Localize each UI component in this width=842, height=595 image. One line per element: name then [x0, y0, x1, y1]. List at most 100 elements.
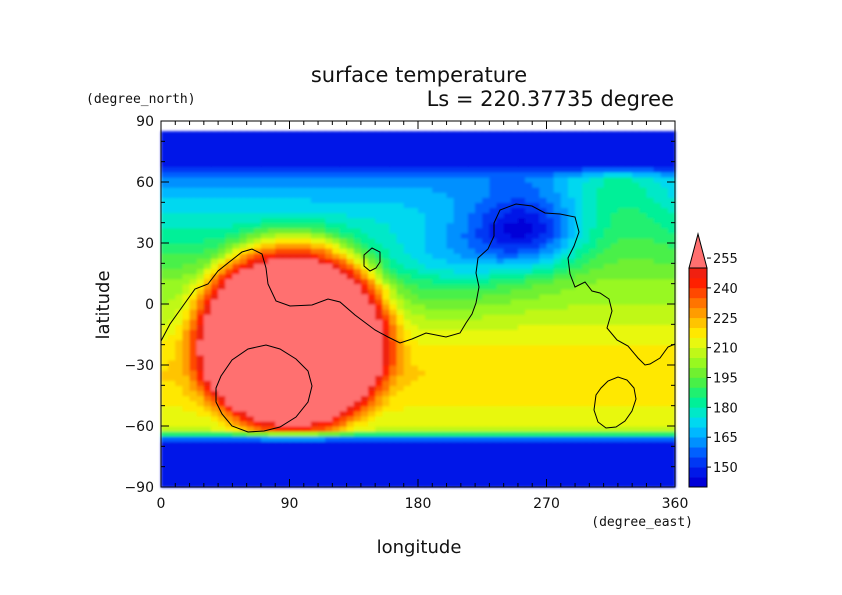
- field-cell: [268, 146, 276, 153]
- field-cell: [632, 207, 640, 214]
- field-cell: [560, 431, 569, 437]
- field-cell: [660, 197, 669, 203]
- field-cell: [482, 161, 490, 168]
- field-cell: [375, 476, 383, 483]
- field-cell: [303, 324, 312, 331]
- field-cell: [432, 212, 441, 219]
- field-cell: [225, 217, 233, 224]
- field-cell: [460, 446, 469, 453]
- field-cell: [425, 431, 433, 437]
- field-cell: [625, 314, 633, 320]
- field-cell: [482, 298, 490, 305]
- field-cell: [410, 293, 419, 300]
- field-cell: [332, 415, 341, 422]
- field-cell: [296, 436, 305, 442]
- field-cell: [482, 268, 490, 275]
- field-cell: [310, 390, 319, 397]
- field-cell: [525, 354, 533, 361]
- field-cell: [296, 222, 305, 229]
- field-cell: [653, 237, 662, 244]
- field-cell: [496, 253, 505, 259]
- field-cell: [239, 293, 248, 300]
- field-cell: [218, 314, 226, 320]
- field-cell: [189, 436, 198, 442]
- field-cell: [268, 375, 276, 381]
- field-cell: [425, 461, 433, 468]
- field-cell: [546, 324, 555, 331]
- field-cell: [396, 365, 405, 371]
- field-cell: [467, 176, 476, 183]
- field-cell: [610, 156, 619, 163]
- field-cell: [232, 258, 241, 264]
- field-cell: [496, 298, 505, 305]
- field-cell: [375, 375, 383, 381]
- field-cell: [289, 385, 298, 392]
- field-cell: [639, 390, 648, 397]
- field-cell: [232, 288, 241, 295]
- field-cell: [503, 344, 512, 351]
- field-cell: [553, 319, 562, 325]
- field-cell: [225, 410, 233, 417]
- field-cell: [525, 288, 533, 295]
- field-cell: [425, 283, 433, 290]
- field-cell: [182, 151, 191, 158]
- field-cell: [389, 481, 398, 488]
- field-cell: [617, 263, 626, 270]
- field-cell: [203, 309, 212, 315]
- field-cell: [332, 243, 341, 249]
- field-cell: [210, 187, 219, 193]
- field-cell: [368, 202, 376, 209]
- field-cell: [275, 446, 283, 453]
- field-cell: [603, 192, 612, 198]
- field-cell: [525, 405, 533, 412]
- field-cell: [660, 339, 669, 346]
- field-cell: [182, 471, 191, 478]
- field-cell: [639, 344, 648, 351]
- field-cell: [275, 319, 283, 325]
- field-cell: [189, 365, 198, 371]
- field-cell: [460, 237, 469, 244]
- field-cell: [225, 405, 233, 412]
- field-cell: [446, 141, 455, 148]
- field-cell: [396, 370, 405, 376]
- field-cell: [503, 349, 512, 356]
- field-cell: [239, 182, 248, 188]
- field-cell: [510, 298, 519, 305]
- field-cell: [389, 237, 398, 244]
- field-cell: [282, 207, 291, 214]
- field-cell: [567, 298, 576, 305]
- field-cell: [403, 222, 412, 229]
- field-cell: [475, 298, 483, 305]
- field-cell: [168, 141, 176, 148]
- field-cell: [582, 176, 590, 183]
- field-cell: [517, 197, 526, 203]
- field-cell: [168, 237, 176, 244]
- field-cell: [460, 151, 469, 158]
- field-cell: [517, 161, 526, 168]
- field-cell: [439, 471, 448, 478]
- field-cell: [196, 334, 205, 341]
- field-cell: [489, 227, 498, 234]
- field-cell: [375, 380, 383, 386]
- field-cell: [632, 197, 640, 203]
- field-cell: [475, 293, 483, 300]
- field-cell: [639, 182, 648, 188]
- field-cell: [446, 344, 455, 351]
- field-cell: [517, 471, 526, 478]
- field-cell: [375, 385, 383, 392]
- field-cell: [260, 314, 269, 320]
- field-cell: [525, 370, 533, 376]
- field-cell: [596, 451, 605, 458]
- field-cell: [503, 166, 512, 173]
- field-cell: [446, 156, 455, 163]
- field-cell: [432, 182, 441, 188]
- field-cell: [510, 410, 519, 417]
- field-cell: [582, 446, 590, 453]
- field-cell: [253, 212, 262, 219]
- field-cell: [161, 293, 169, 300]
- field-cell: [517, 339, 526, 346]
- field-cell: [510, 329, 519, 336]
- field-cell: [582, 456, 590, 463]
- field-cell: [260, 197, 269, 203]
- field-cell: [482, 304, 490, 310]
